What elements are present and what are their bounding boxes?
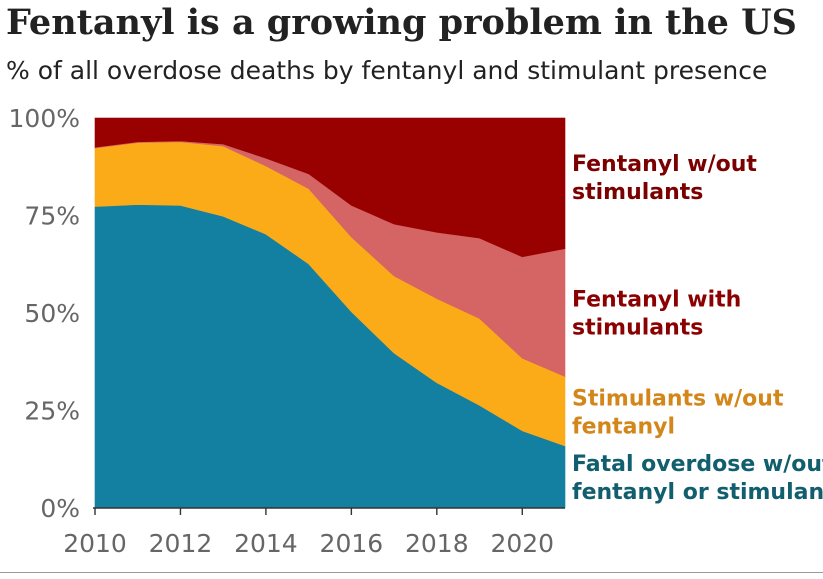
series-label-2-line-1: stimulants (572, 316, 703, 341)
x-tick-label-2010: 2010 (63, 529, 127, 558)
y-tick-label-0: 0% (40, 494, 80, 523)
chart-subtitle: % of all overdose deaths by fentanyl and… (6, 56, 768, 85)
area-series-group (94, 117, 566, 509)
x-tick-label-2014: 2014 (234, 529, 298, 558)
series-label-2-line-0: Fentanyl with (572, 288, 741, 313)
y-axis-tick-labels: 0% 25% 50% 75% 100% (9, 104, 80, 523)
y-tick-label-25: 25% (24, 397, 80, 426)
x-tick-label-2016: 2016 (320, 529, 384, 558)
series-label-3-line-0: Fentanyl w/out (572, 152, 757, 177)
x-tick-label-2018: 2018 (405, 529, 469, 558)
series-label-1: Stimulants w/out fentanyl (572, 386, 784, 439)
area-series-3 (94, 117, 566, 258)
series-label-0-line-1: fentanyl or stimulants (572, 480, 823, 505)
series-label-3-line-1: stimulants (572, 180, 703, 205)
series-label-3: Fentanyl w/out stimulants (572, 152, 757, 205)
y-tick-label-75: 75% (24, 202, 80, 231)
series-label-0: Fatal overdose w/out fentanyl or stimulan… (572, 452, 823, 505)
chart-title: Fentanyl is a growing problem in the US (6, 2, 797, 43)
bottom-divider (0, 572, 823, 573)
y-tick-label-50: 50% (24, 299, 80, 328)
x-tick-label-2012: 2012 (149, 529, 213, 558)
series-label-1-line-1: fentanyl (572, 414, 675, 439)
x-axis (93, 507, 565, 515)
series-label-1-line-0: Stimulants w/out (572, 386, 784, 411)
series-label-2: Fentanyl with stimulants (572, 288, 741, 341)
x-axis-tick-labels: 2010 2012 2014 2016 2018 2020 (63, 529, 554, 558)
series-label-0-line-0: Fatal overdose w/out (572, 452, 823, 477)
series-labels: Fatal overdose w/out fentanyl or stimulan… (572, 152, 823, 505)
x-tick-label-2020: 2020 (490, 529, 554, 558)
y-tick-label-100: 100% (9, 104, 80, 133)
